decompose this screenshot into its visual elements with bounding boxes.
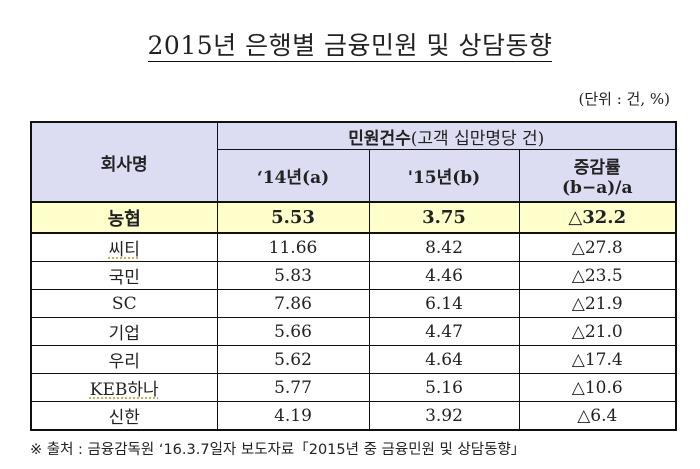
cell-company: 우리 xyxy=(30,345,218,374)
cell-2014: 5.53 xyxy=(216,201,370,234)
cell-2014: 5.66 xyxy=(216,317,370,346)
header-row-1: 회사명 민원건수(고객 십만명당 건) xyxy=(30,121,677,203)
cell-2015: 5.16 xyxy=(368,373,520,402)
cell-2015: 6.14 xyxy=(368,289,520,318)
header-row-2: ‘14년(a) '15년(b) 증감률 (b−a)/a xyxy=(31,149,677,203)
unit-note: (단위 : 건, %) xyxy=(578,90,670,108)
cell-change: △32.2 xyxy=(518,201,677,234)
cell-change: △23.5 xyxy=(518,261,677,290)
header-group-rest: (고객 십만명당 건) xyxy=(410,128,545,149)
cell-company: KEB하나 xyxy=(30,373,218,402)
complaints-table: 회사명 민원건수(고객 십만명당 건) ‘14년(a) '15년(b) 증감률 … xyxy=(30,121,677,431)
cell-2014: 5.83 xyxy=(216,261,370,290)
cell-company: 국민 xyxy=(30,261,218,290)
cell-2015: 4.64 xyxy=(368,345,520,374)
cell-company: 기업 xyxy=(30,317,218,346)
cell-change: △27.8 xyxy=(518,232,677,262)
cell-company: SC xyxy=(30,289,218,318)
cell-2014: 4.19 xyxy=(216,401,370,431)
cell-2015: 3.92 xyxy=(368,401,520,431)
cell-2014: 11.66 xyxy=(216,232,370,262)
page-title: 2015년 은행별 금융민원 및 상담동향 xyxy=(0,26,700,62)
cell-company: 농협 xyxy=(30,201,218,234)
header-change: 증감률 (b−a)/a xyxy=(518,149,677,203)
cell-company: 씨티 xyxy=(30,232,218,262)
header-change-line2: (b−a)/a xyxy=(562,178,633,198)
header-2014: ‘14년(a) xyxy=(216,149,370,203)
table-row: SC 7.86 6.14 △21.9 xyxy=(30,289,677,318)
cell-change: △10.6 xyxy=(518,373,677,402)
table-row: 기업 5.66 4.47 △21.0 xyxy=(30,317,677,346)
table-row: KEB하나 5.77 5.16 △10.6 xyxy=(30,373,677,402)
table-row: 신한 4.19 3.92 △6.4 xyxy=(30,401,677,431)
cell-change: △17.4 xyxy=(518,345,677,374)
header-company: 회사명 xyxy=(30,121,218,203)
cell-change: △6.4 xyxy=(518,401,677,431)
table-row: 씨티 11.66 8.42 △27.8 xyxy=(30,232,677,262)
highlight-row: 농협 5.53 3.75 △32.2 xyxy=(30,201,677,234)
cell-2014: 7.86 xyxy=(216,289,370,318)
header-2015: '15년(b) xyxy=(368,149,520,203)
page-title-text: 2015년 은행별 금융민원 및 상담동향 xyxy=(147,31,553,62)
cell-2015: 3.75 xyxy=(368,201,520,234)
cell-change: △21.0 xyxy=(518,317,677,346)
header-group-bold: 민원건수 xyxy=(348,128,411,149)
table-row: 우리 5.62 4.64 △17.4 xyxy=(30,345,677,374)
cell-2014: 5.77 xyxy=(216,373,370,402)
source-note: ※ 출처 : 금융감독원 ‘16.3.7일자 보도자료「2015년 중 금융민원… xyxy=(30,442,526,458)
cell-2015: 8.42 xyxy=(368,232,520,262)
header-group: 민원건수(고객 십만명당 건) xyxy=(216,121,677,150)
table-row: 국민 5.83 4.46 △23.5 xyxy=(30,261,677,290)
cell-change: △21.9 xyxy=(518,289,677,318)
header-change-line1: 증감률 xyxy=(573,158,621,178)
cell-2015: 4.47 xyxy=(368,317,520,346)
cell-2015: 4.46 xyxy=(368,261,520,290)
cell-2014: 5.62 xyxy=(216,345,370,374)
cell-company: 신한 xyxy=(30,401,218,431)
